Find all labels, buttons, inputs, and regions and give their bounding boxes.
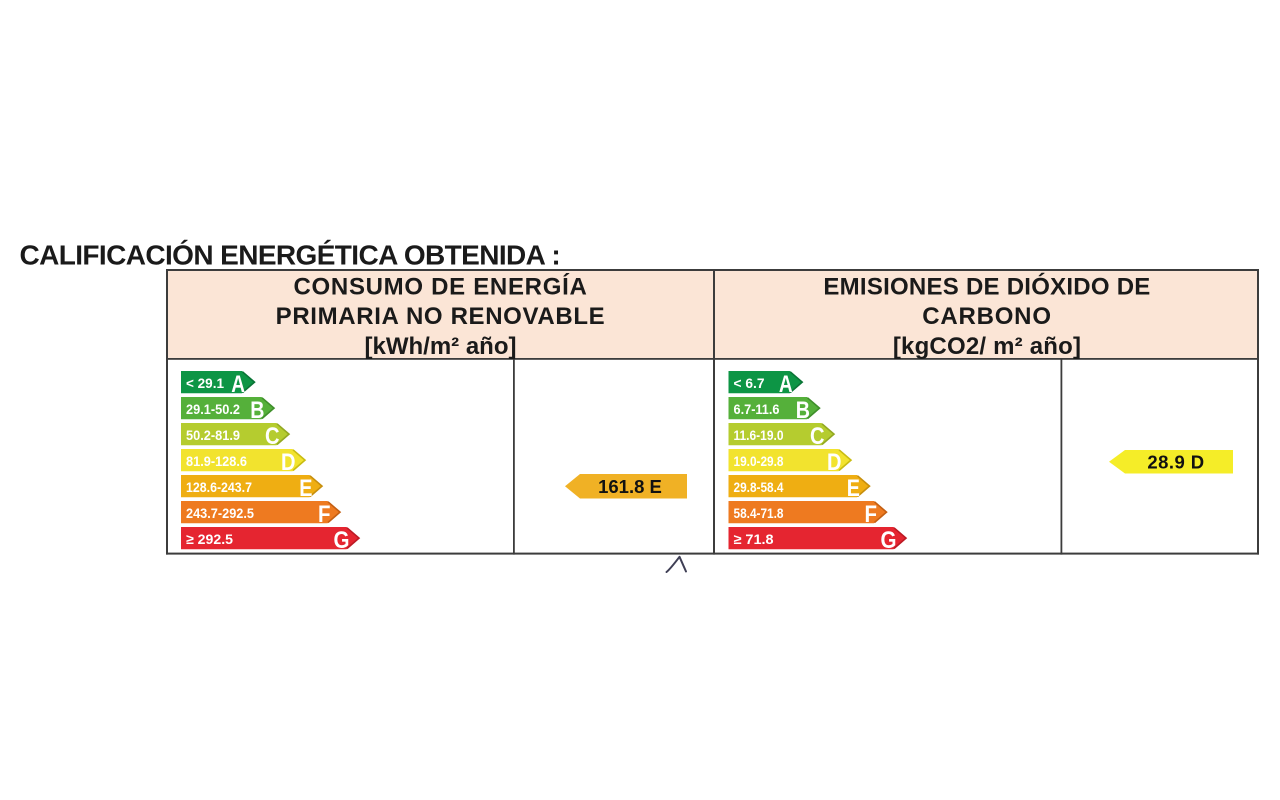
svg-text:PRIMARIA NO RENOVABLE: PRIMARIA NO RENOVABLE xyxy=(276,303,606,330)
svg-text:28.9 D: 28.9 D xyxy=(1147,451,1204,472)
svg-text:B: B xyxy=(250,397,264,424)
svg-text:A: A xyxy=(779,371,793,398)
svg-text:E: E xyxy=(299,475,312,502)
svg-text:D: D xyxy=(281,449,296,476)
svg-text:C: C xyxy=(810,423,825,450)
svg-text:D: D xyxy=(827,449,842,476)
svg-text:19.0-29.8: 19.0-29.8 xyxy=(734,453,784,469)
svg-text:11.6-19.0: 11.6-19.0 xyxy=(734,427,784,443)
svg-text:81.9-128.6: 81.9-128.6 xyxy=(186,453,247,469)
svg-text:6.7-11.6: 6.7-11.6 xyxy=(734,401,780,417)
svg-text:50.2-81.9: 50.2-81.9 xyxy=(186,427,240,443)
svg-text:A: A xyxy=(231,371,245,398)
svg-text:29.1-50.2: 29.1-50.2 xyxy=(186,401,240,417)
svg-text:B: B xyxy=(796,397,810,424)
svg-text:E: E xyxy=(847,475,860,502)
svg-text:F: F xyxy=(318,501,331,528)
svg-text:< 6.7: < 6.7 xyxy=(734,375,765,391)
svg-text:243.7-292.5: 243.7-292.5 xyxy=(186,505,254,521)
svg-text:CARBONO: CARBONO xyxy=(922,303,1052,330)
svg-text:128.6-243.7: 128.6-243.7 xyxy=(186,479,252,495)
svg-text:G: G xyxy=(881,527,897,554)
svg-text:≥ 71.8: ≥ 71.8 xyxy=(734,531,774,547)
svg-text:[kWh/m² año]: [kWh/m² año] xyxy=(365,333,517,360)
svg-text:< 29.1: < 29.1 xyxy=(186,375,224,391)
svg-text:EMISIONES DE DIÓXIDO DE: EMISIONES DE DIÓXIDO DE xyxy=(823,273,1150,301)
svg-text:29.8-58.4: 29.8-58.4 xyxy=(734,479,784,495)
svg-text:CALIFICACIÓN ENERGÉTICA OBTENI: CALIFICACIÓN ENERGÉTICA OBTENIDA : xyxy=(20,240,561,271)
svg-text:CONSUMO DE ENERGÍA: CONSUMO DE ENERGÍA xyxy=(294,273,588,301)
svg-text:G: G xyxy=(334,527,350,554)
svg-text:F: F xyxy=(865,501,878,528)
svg-text:C: C xyxy=(265,423,280,450)
svg-text:[kgCO2/ m² año]: [kgCO2/ m² año] xyxy=(893,333,1081,360)
svg-text:58.4-71.8: 58.4-71.8 xyxy=(734,505,784,521)
svg-text:161.8 E: 161.8 E xyxy=(598,476,662,497)
svg-text:≥ 292.5: ≥ 292.5 xyxy=(186,531,233,547)
